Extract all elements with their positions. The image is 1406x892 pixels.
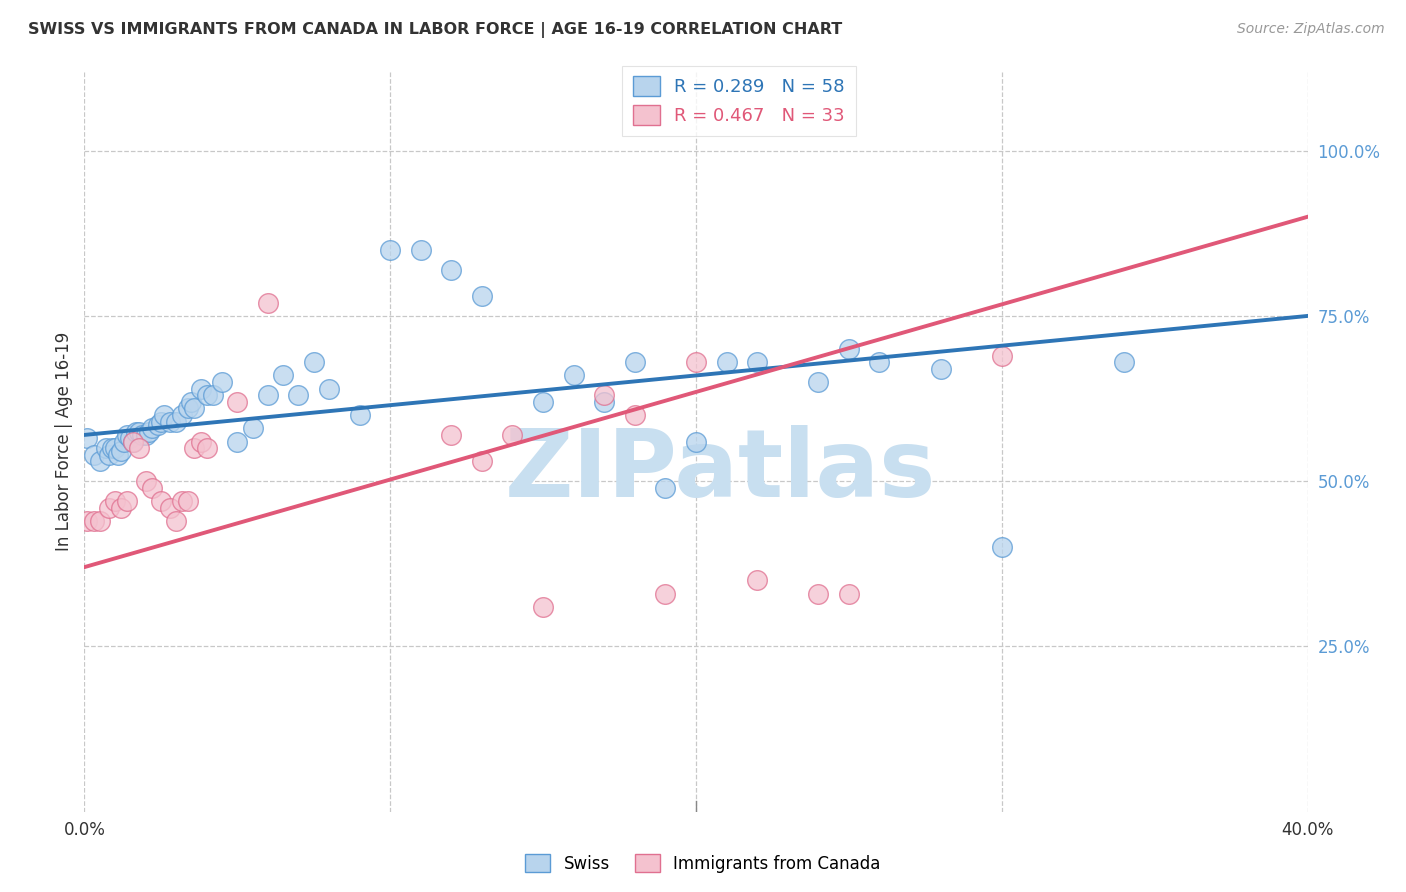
Point	[159, 500, 181, 515]
Point	[110, 444, 132, 458]
Point	[83, 514, 105, 528]
Point	[97, 500, 120, 515]
Point	[183, 401, 205, 416]
Point	[190, 434, 212, 449]
Point	[685, 355, 707, 369]
Point	[302, 355, 325, 369]
Point	[159, 415, 181, 429]
Point	[440, 262, 463, 277]
Point	[201, 388, 224, 402]
Point	[257, 295, 280, 310]
Point	[991, 541, 1014, 555]
Point	[120, 431, 142, 445]
Point	[409, 243, 432, 257]
Point	[76, 514, 98, 528]
Text: ZIPatlas: ZIPatlas	[505, 425, 936, 517]
Point	[149, 494, 172, 508]
Point	[153, 408, 176, 422]
Point	[190, 382, 212, 396]
Point	[177, 401, 200, 416]
Point	[869, 355, 891, 369]
Point	[183, 441, 205, 455]
Point	[115, 428, 138, 442]
Point	[104, 441, 127, 455]
Point	[226, 395, 249, 409]
Point	[115, 494, 138, 508]
Text: SWISS VS IMMIGRANTS FROM CANADA IN LABOR FORCE | AGE 16-19 CORRELATION CHART: SWISS VS IMMIGRANTS FROM CANADA IN LABOR…	[28, 22, 842, 38]
Point	[165, 415, 187, 429]
Point	[318, 382, 340, 396]
Point	[654, 481, 676, 495]
Point	[141, 421, 163, 435]
Point	[138, 425, 160, 439]
Point	[471, 454, 494, 468]
Point	[747, 355, 769, 369]
Point	[89, 514, 111, 528]
Point	[165, 514, 187, 528]
Point	[531, 599, 554, 614]
Point	[624, 355, 647, 369]
Point	[128, 441, 150, 455]
Point	[349, 408, 371, 422]
Legend: Swiss, Immigrants from Canada: Swiss, Immigrants from Canada	[519, 847, 887, 880]
Point	[76, 431, 98, 445]
Point	[380, 243, 402, 257]
Point	[257, 388, 280, 402]
Point	[593, 388, 616, 402]
Point	[107, 448, 129, 462]
Point	[991, 349, 1014, 363]
Point	[271, 368, 294, 383]
Point	[180, 395, 202, 409]
Point	[131, 428, 153, 442]
Point	[135, 474, 157, 488]
Point	[141, 481, 163, 495]
Point	[747, 574, 769, 588]
Point	[624, 408, 647, 422]
Point	[502, 428, 524, 442]
Legend: R = 0.289   N = 58, R = 0.467   N = 33: R = 0.289 N = 58, R = 0.467 N = 33	[621, 66, 856, 136]
Point	[135, 428, 157, 442]
Point	[471, 289, 494, 303]
Point	[128, 425, 150, 439]
Point	[287, 388, 309, 402]
Point	[929, 361, 952, 376]
Point	[122, 434, 145, 449]
Point	[838, 586, 860, 600]
Point	[97, 448, 120, 462]
Point	[1114, 355, 1136, 369]
Point	[101, 441, 124, 455]
Point	[838, 342, 860, 356]
Point	[716, 355, 738, 369]
Y-axis label: In Labor Force | Age 16-19: In Labor Force | Age 16-19	[55, 332, 73, 551]
Point	[242, 421, 264, 435]
Point	[94, 441, 117, 455]
Point	[226, 434, 249, 449]
Point	[149, 415, 172, 429]
Point	[593, 395, 616, 409]
Point	[177, 494, 200, 508]
Point	[104, 494, 127, 508]
Point	[195, 388, 218, 402]
Point	[807, 375, 830, 389]
Text: Source: ZipAtlas.com: Source: ZipAtlas.com	[1237, 22, 1385, 37]
Point	[146, 417, 169, 432]
Point	[531, 395, 554, 409]
Point	[211, 375, 233, 389]
Point	[83, 448, 105, 462]
Point	[807, 586, 830, 600]
Point	[89, 454, 111, 468]
Point	[122, 434, 145, 449]
Point	[172, 408, 194, 422]
Point	[172, 494, 194, 508]
Point	[685, 434, 707, 449]
Point	[110, 500, 132, 515]
Point	[440, 428, 463, 442]
Point	[125, 425, 148, 439]
Point	[112, 434, 135, 449]
Point	[654, 586, 676, 600]
Point	[195, 441, 218, 455]
Point	[562, 368, 585, 383]
